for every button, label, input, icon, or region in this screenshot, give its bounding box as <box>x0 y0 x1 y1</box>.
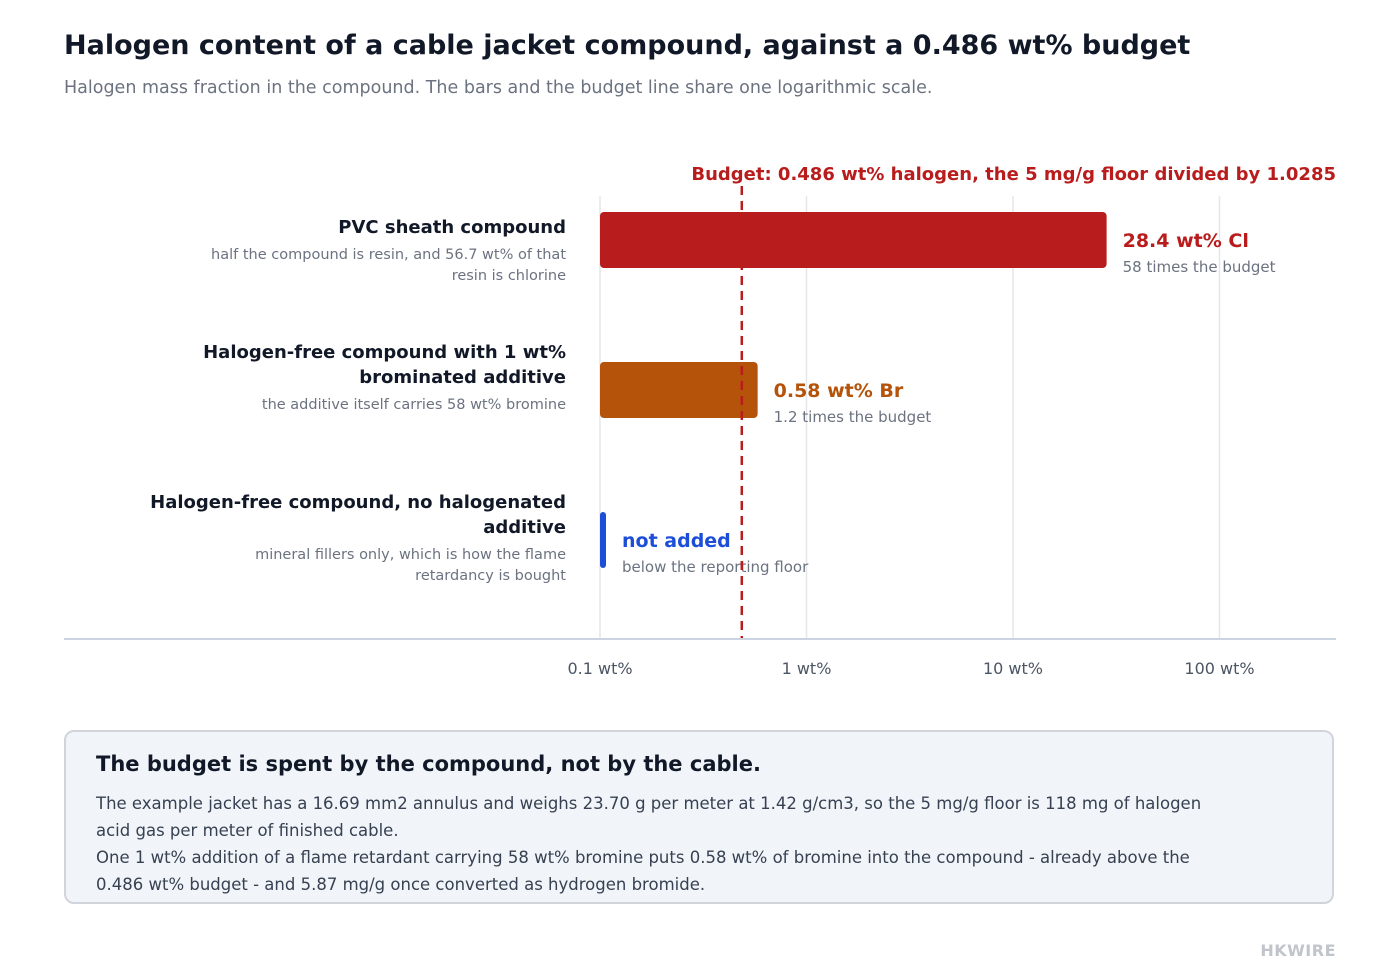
explanation-box: The budget is spent by the compound, not… <box>64 730 1334 904</box>
budget-line-label: Budget: 0.486 wt% halogen, the 5 mg/g fl… <box>691 164 1336 185</box>
category-label: Halogen-free compound with 1 wt% <box>203 342 566 363</box>
chart-title: Halogen content of a cable jacket compou… <box>64 30 1191 61</box>
explanation-line-1: The example jacket has a 16.69 mm2 annul… <box>96 794 1202 840</box>
data-note: 1.2 times the budget <box>774 408 932 426</box>
x-tick-label: 100 wt% <box>1184 659 1254 678</box>
data-note: 58 times the budget <box>1123 258 1276 276</box>
category-description: mineral fillers only, which is how the f… <box>255 547 566 563</box>
bar-marker <box>600 512 606 568</box>
brand-logo: HKWIRE <box>1260 941 1336 960</box>
x-tick-label: 1 wt% <box>782 659 832 678</box>
chart-subtitle: Halogen mass fraction in the compound. T… <box>64 78 933 98</box>
explanation-title: The budget is spent by the compound, not… <box>96 752 761 776</box>
x-tick-label: 10 wt% <box>983 659 1043 678</box>
category-description: the additive itself carries 58 wt% bromi… <box>262 397 566 413</box>
bar <box>600 362 758 418</box>
category-label: Halogen-free compound, no halogenated <box>150 492 566 513</box>
category-description: retardancy is bought <box>415 568 566 584</box>
data-label: 28.4 wt% Cl <box>1123 230 1249 252</box>
x-tick-label: 0.1 wt% <box>567 659 632 678</box>
explanation-line-2: One 1 wt% addition of a flame retardant … <box>96 848 1190 894</box>
bar-chart: 0.1 wt% 1 wt% 10 wt% 100 wt% PVC sheath comp… <box>64 164 1336 678</box>
data-note: below the reporting floor <box>622 558 809 576</box>
category-description: half the compound is resin, and 56.7 wt%… <box>211 247 566 263</box>
category-label: additive <box>483 517 566 538</box>
category-label: brominated additive <box>359 367 566 388</box>
data-label: 0.58 wt% Br <box>774 380 904 402</box>
category-description: resin is chlorine <box>452 268 566 284</box>
category-label: PVC sheath compound <box>338 217 566 238</box>
data-label: not added <box>622 530 731 552</box>
bar <box>600 212 1107 268</box>
